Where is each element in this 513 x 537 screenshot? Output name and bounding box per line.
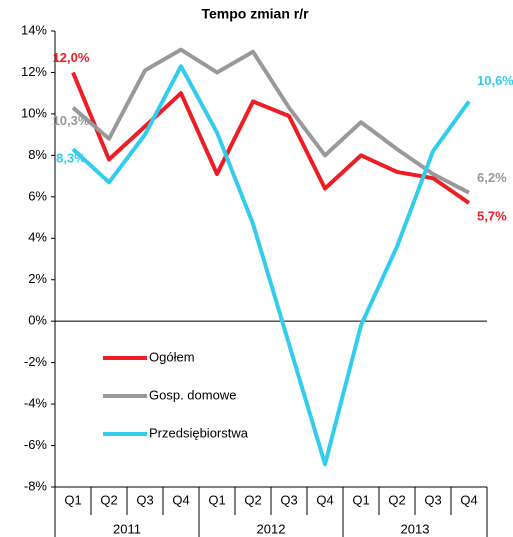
data-label: 5,7% [477, 208, 507, 223]
x-tick-label: Q2 [388, 492, 405, 507]
x-tick-label: Q3 [424, 492, 441, 507]
year-label: 2011 [113, 521, 141, 536]
series-line [71, 64, 471, 467]
y-tick-label: 6% [28, 188, 47, 203]
data-label: 10,6% [477, 73, 513, 88]
y-tick-label: 12% [21, 64, 47, 79]
y-tick-label: 8% [28, 147, 47, 162]
y-tick-label: 2% [28, 271, 47, 286]
legend-label: Gosp. domowe [149, 387, 236, 402]
year-label: 2013 [401, 521, 430, 536]
x-tick-label: Q4 [460, 492, 477, 507]
x-tick-label: Q1 [352, 492, 369, 507]
y-tick-label: -4% [24, 396, 48, 411]
x-tick-label: Q2 [100, 492, 117, 507]
data-label: 8,3% [56, 151, 86, 166]
year-label: 2012 [257, 521, 286, 536]
series-line [71, 47, 470, 195]
x-tick-label: Q4 [172, 492, 189, 507]
x-tick-label: Q4 [316, 492, 333, 507]
y-tick-label: 14% [21, 22, 47, 37]
data-label: 10,3% [53, 113, 90, 128]
x-tick-label: Q1 [208, 492, 225, 507]
y-tick-label: -2% [24, 354, 48, 369]
legend-label: Ogółem [149, 349, 195, 364]
y-tick-label: 10% [21, 105, 47, 120]
data-label: 6,2% [477, 170, 507, 185]
y-tick-label: -6% [24, 437, 48, 452]
series-line [71, 71, 471, 205]
x-tick-label: Q3 [280, 492, 297, 507]
data-label: 12,0% [53, 50, 90, 65]
x-tick-label: Q1 [64, 492, 81, 507]
x-tick-label: Q3 [136, 492, 153, 507]
legend-label: Przedsiębiorstwa [149, 425, 249, 440]
y-tick-label: 0% [28, 313, 47, 328]
y-tick-label: 4% [28, 230, 47, 245]
y-tick-label: -8% [24, 478, 48, 493]
x-tick-label: Q2 [244, 492, 261, 507]
chart-title: Tempo zmian r/r [201, 6, 309, 22]
